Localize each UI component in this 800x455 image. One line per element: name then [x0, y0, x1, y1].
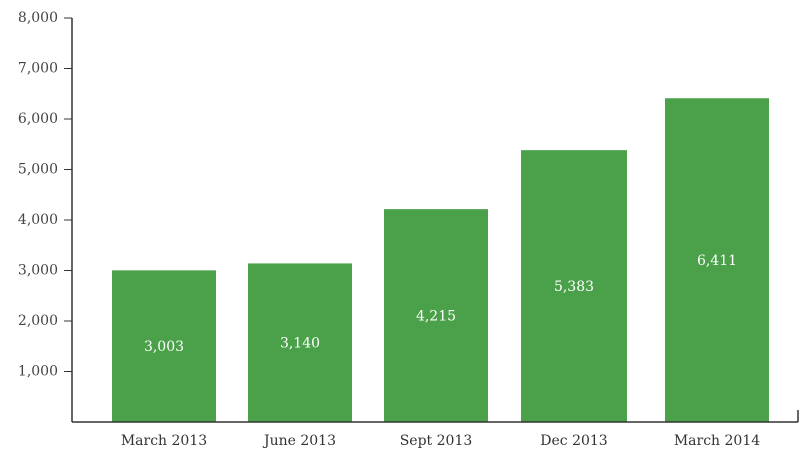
bars: [112, 98, 769, 422]
y-tick-label: 1,000: [18, 364, 58, 380]
y-axis-ticks: 1,000 2,000 3,000 4,000 5,000 6,000 7,000 8,000: [18, 10, 72, 380]
bar-value-label: 3,140: [280, 336, 320, 352]
y-tick-label: 5,000: [18, 162, 58, 178]
y-tick-label: 4,000: [18, 212, 58, 228]
y-tick-label: 2,000: [18, 313, 58, 329]
y-tick-label: 6,000: [18, 111, 58, 127]
bar: [248, 263, 352, 422]
bar-value-label: 6,411: [697, 253, 737, 269]
bar: [521, 150, 627, 422]
bar: [665, 98, 769, 422]
x-tick-label: Sept 2013: [400, 433, 473, 449]
x-tick-label: March 2014: [674, 433, 760, 449]
bar-value-label: 3,003: [144, 339, 184, 355]
bar-value-label: 4,215: [416, 309, 456, 325]
x-tick-label: Dec 2013: [540, 433, 607, 449]
x-tick-label: June 2013: [262, 433, 336, 449]
data-labels: 3,003 3,140 4,215 5,383 6,411: [144, 253, 737, 355]
y-tick-label: 7,000: [18, 61, 58, 77]
y-tick-label: 3,000: [18, 263, 58, 279]
x-axis-labels: March 2013 June 2013 Sept 2013 Dec 2013 Marc…: [121, 433, 760, 449]
x-tick-label: March 2013: [121, 433, 207, 449]
bar: [112, 270, 216, 422]
bar-value-label: 5,383: [554, 279, 594, 295]
y-tick-label: 8,000: [18, 10, 58, 26]
bar: [384, 209, 488, 422]
